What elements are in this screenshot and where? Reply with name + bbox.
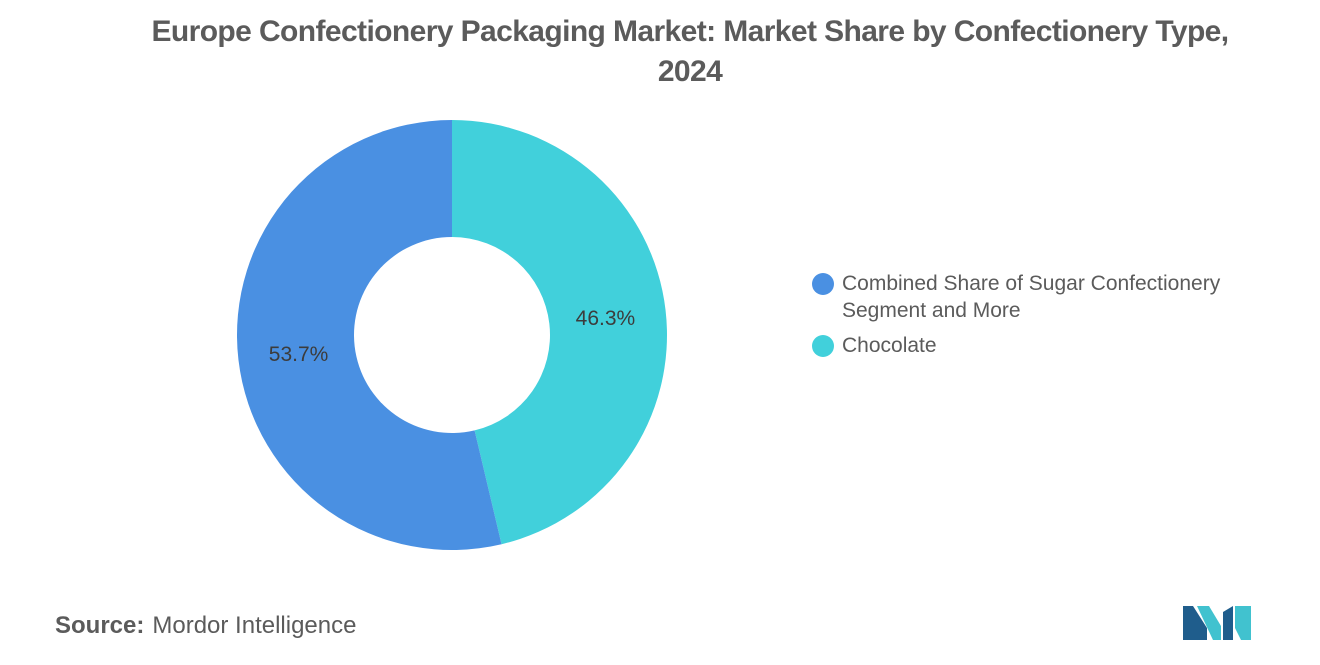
legend-label-chocolate: Chocolate [842, 334, 937, 357]
legend-item-chocolate[interactable]: Chocolate [812, 332, 1272, 359]
logo-shape-left [1183, 606, 1207, 640]
legend-label-sugar-confectionery: Combined Share of Sugar Confectionery Se… [842, 272, 1221, 322]
source-key: Source: [55, 612, 145, 639]
chart-legend: Combined Share of Sugar Confectionery Se… [812, 270, 1272, 367]
legend-item-sugar-confectionery[interactable]: Combined Share of Sugar Confectionery Se… [812, 270, 1272, 324]
data-label-chocolate: 46.3% [576, 307, 636, 330]
chart-title: Europe Confectionery Packaging Market: M… [151, 15, 1230, 88]
logo-shape-right [1223, 606, 1233, 640]
source-value: Mordor Intelligence [152, 612, 357, 639]
legend-swatch-sugar-confectionery [812, 273, 834, 295]
legend-swatch-chocolate [812, 335, 834, 357]
slice-sugar-confectionery [237, 120, 502, 550]
slice-chocolate [452, 120, 667, 545]
data-label-sugar-confectionery: 53.7% [269, 343, 329, 366]
mordor-intelligence-logo-icon [1183, 606, 1251, 640]
logo-shape-mid [1197, 606, 1221, 640]
logo-shape-far-right [1235, 606, 1251, 640]
source-note: Source: Mordor Intelligence [55, 612, 356, 640]
